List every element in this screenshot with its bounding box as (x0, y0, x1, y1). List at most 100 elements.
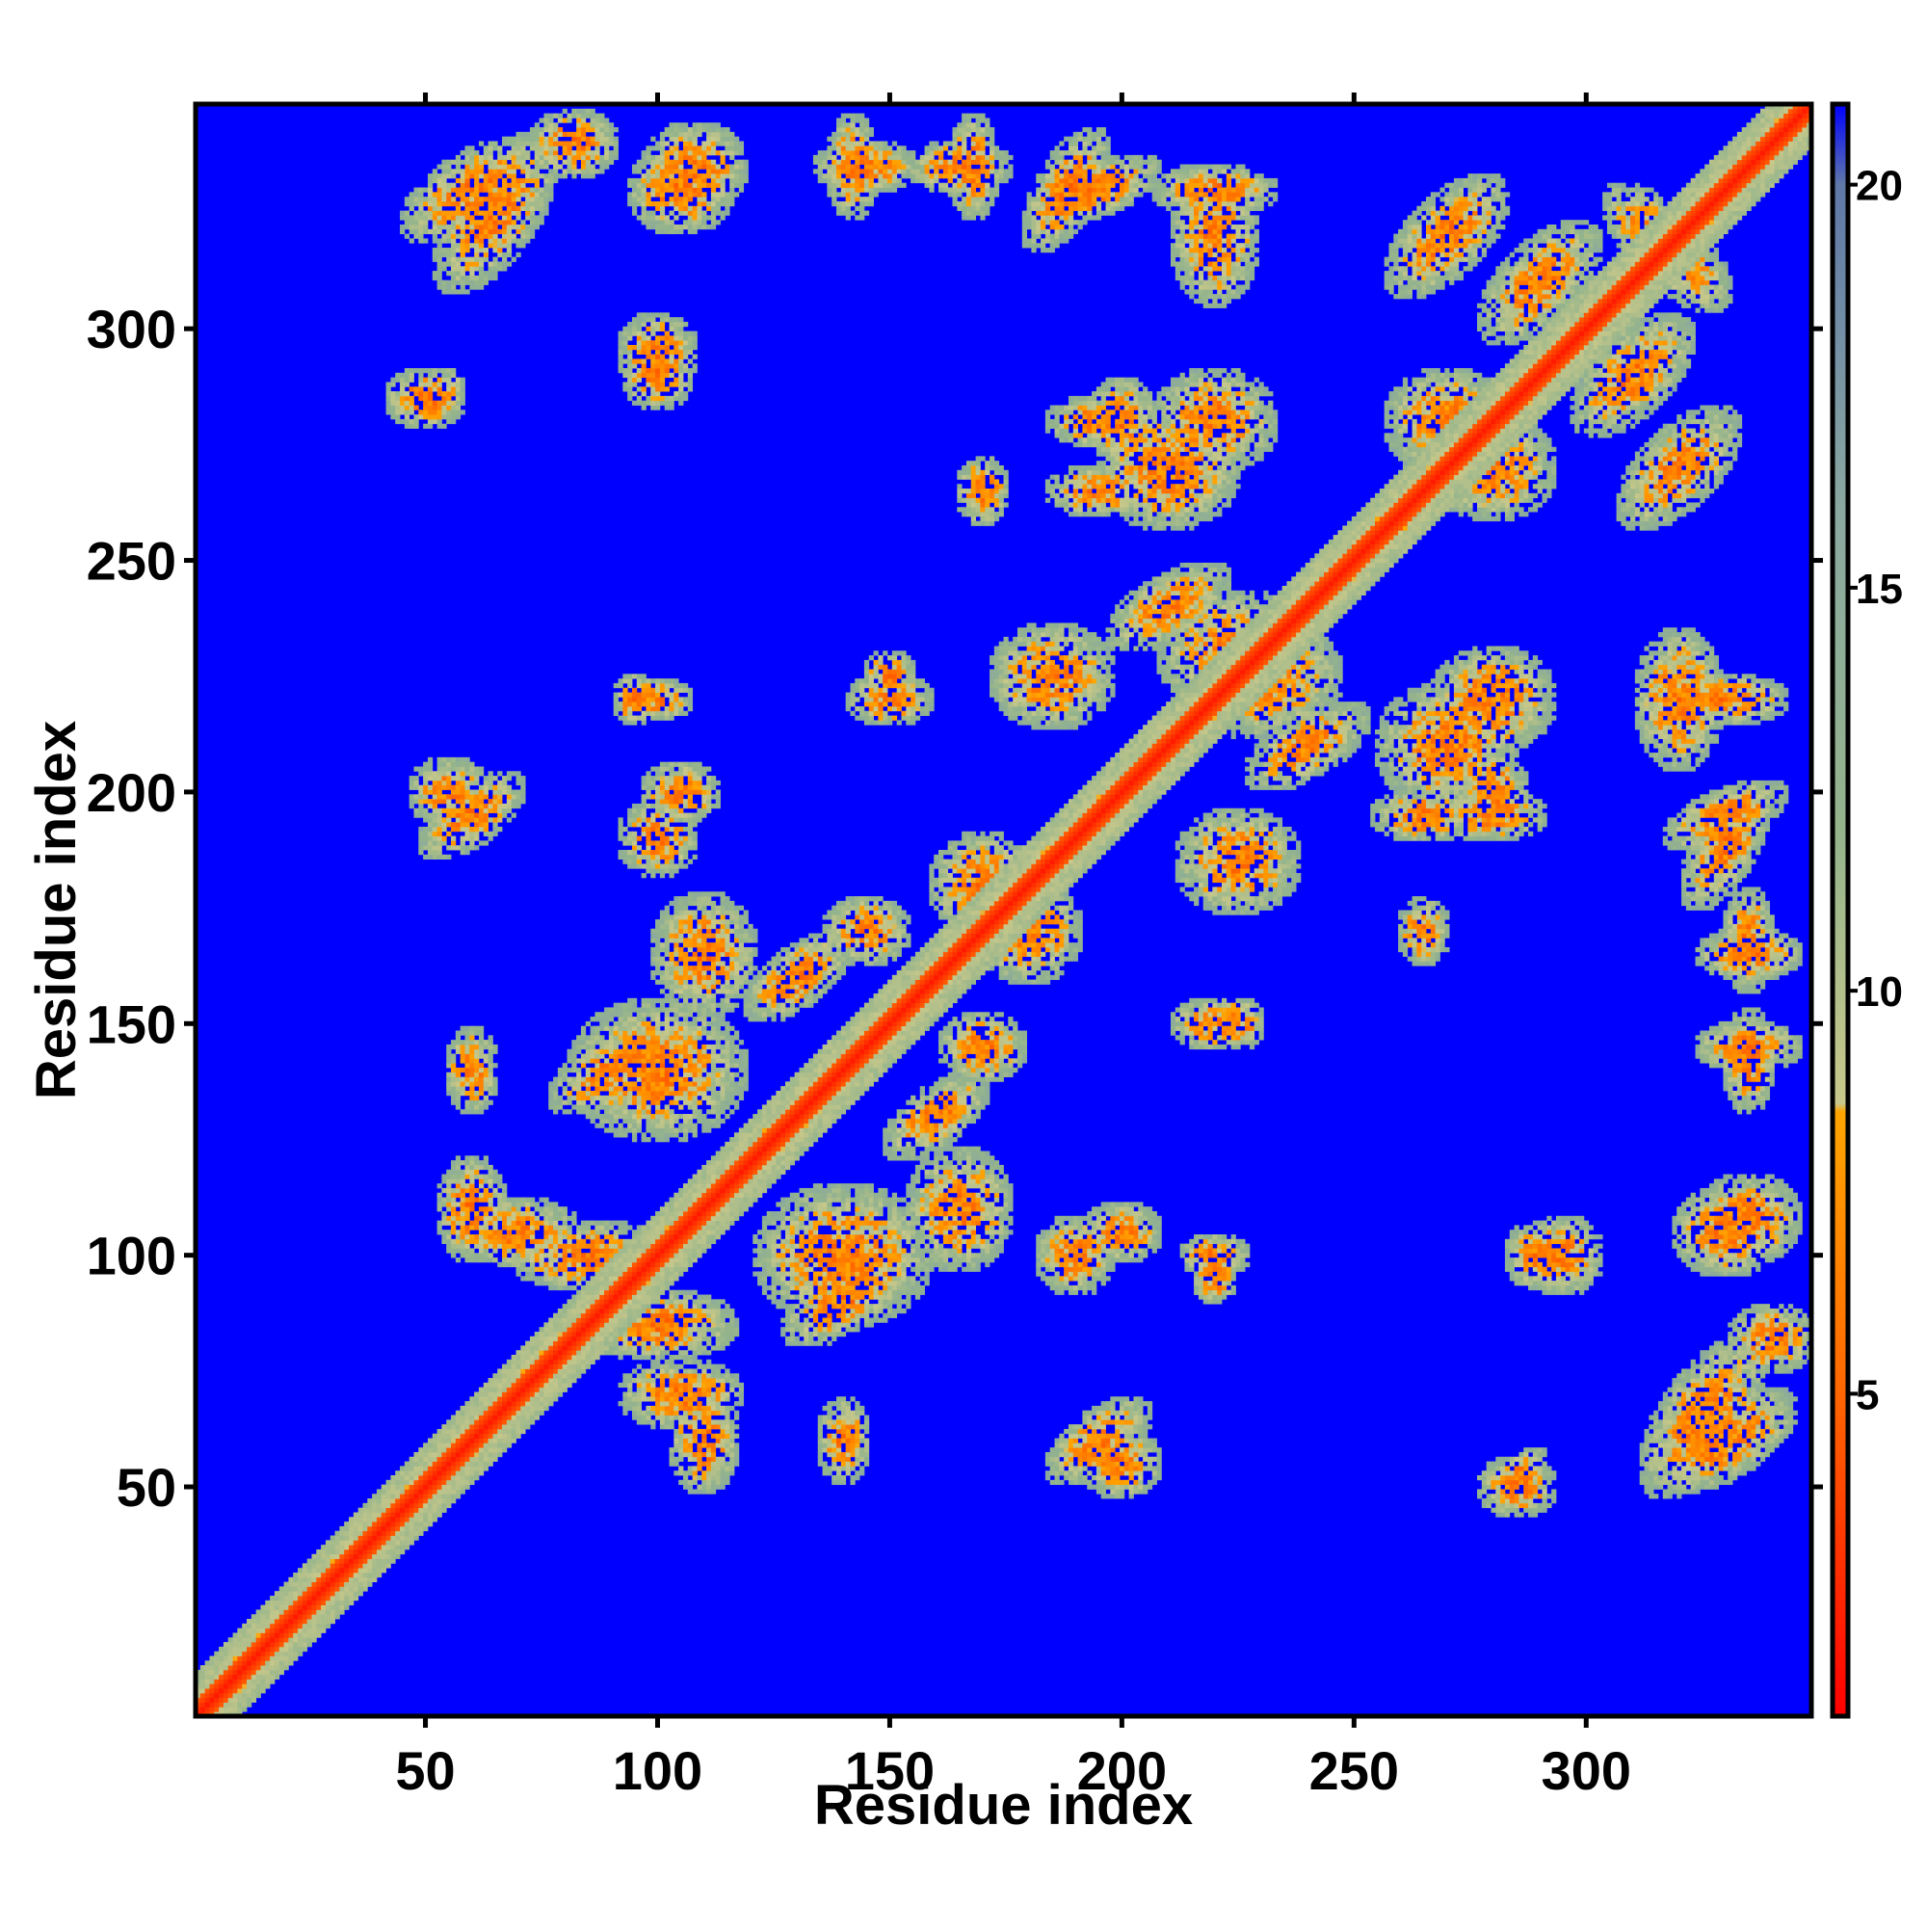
heatmap-cell (464, 817, 470, 823)
heatmap-cell (515, 215, 521, 221)
heatmap-cell (488, 1086, 493, 1092)
heatmap-cell (464, 1035, 470, 1041)
heatmap-cell (497, 817, 503, 823)
heatmap-cell (455, 391, 462, 397)
heatmap-cell (455, 771, 462, 777)
heatmap-cell (427, 1442, 434, 1448)
heatmap-cell (534, 141, 540, 146)
heatmap-cell (618, 831, 623, 836)
heatmap-cell (451, 256, 457, 262)
heatmap-cell (497, 1387, 503, 1392)
heatmap-cell (274, 1669, 280, 1676)
heatmap-cell (483, 1230, 488, 1235)
heatmap-cell (613, 1230, 619, 1235)
heatmap-cell (622, 1012, 628, 1018)
heatmap-cell (608, 1035, 615, 1041)
heatmap-cell (492, 1192, 498, 1198)
heatmap-cell (413, 1475, 419, 1481)
heatmap-cell (469, 1419, 475, 1425)
heatmap-cell (214, 1679, 220, 1684)
heatmap-cell (590, 1322, 595, 1328)
heatmap-cell (214, 1669, 220, 1676)
heatmap-cell (455, 279, 462, 285)
heatmap-cell (441, 177, 447, 184)
heatmap-cell (223, 1707, 229, 1712)
heatmap-cell (567, 1331, 572, 1337)
heatmap-cell (483, 1225, 488, 1231)
heatmap-cell (515, 1215, 521, 1221)
heatmap-cell (306, 1568, 312, 1574)
heatmap-cell (432, 173, 437, 179)
heatmap-cell (455, 1220, 462, 1226)
heatmap-cell (636, 1225, 643, 1231)
heatmap-cell (478, 256, 485, 262)
heatmap-cell (631, 854, 638, 860)
heatmap-cell (367, 1525, 373, 1532)
heatmap-cell (483, 1187, 488, 1194)
heatmap-cell (608, 1090, 615, 1097)
heatmap-cell (557, 1225, 564, 1231)
heatmap-cell (502, 1192, 508, 1198)
heatmap-cell (409, 1479, 414, 1486)
heatmap-cell (478, 238, 485, 244)
heatmap-cell (543, 122, 549, 128)
heatmap-cell (631, 187, 638, 193)
heatmap-cell (464, 177, 470, 184)
heatmap-cell (590, 118, 595, 123)
heatmap-cell (604, 1266, 610, 1272)
heatmap-cell (506, 789, 513, 795)
heatmap-cell (339, 1596, 345, 1601)
heatmap-cell (474, 1401, 480, 1407)
heatmap-cell (432, 822, 437, 828)
heatmap-cell (451, 1484, 457, 1490)
heatmap-cell (655, 312, 661, 318)
heatmap-cell (604, 1040, 610, 1045)
heatmap-cell (418, 200, 424, 207)
heatmap-cell (576, 1368, 582, 1374)
heatmap-cell (302, 1637, 308, 1643)
heatmap-cell (488, 146, 493, 151)
heatmap-cell (492, 1169, 498, 1175)
heatmap-cell (650, 1086, 656, 1092)
heatmap-cell (436, 1494, 442, 1499)
heatmap-cell (525, 131, 531, 138)
heatmap-cell (590, 1230, 595, 1235)
heatmap-cell (334, 1609, 340, 1615)
heatmap-cell (655, 859, 661, 864)
heatmap-cell (515, 1378, 521, 1384)
heatmap-cell (478, 224, 485, 230)
heatmap-cell (390, 1535, 396, 1541)
heatmap-cell (502, 1401, 508, 1407)
heatmap-cell (627, 1067, 633, 1073)
heatmap-cell (451, 1040, 457, 1045)
heatmap-cell (631, 1294, 638, 1300)
heatmap-cell (548, 1230, 554, 1235)
heatmap-cell (469, 835, 475, 841)
heatmap-cell (585, 1225, 592, 1231)
heatmap-cell (219, 1688, 224, 1694)
heatmap-cell (534, 169, 540, 174)
heatmap-cell (427, 776, 434, 781)
heatmap-cell (441, 248, 447, 253)
heatmap-cell (497, 228, 503, 235)
heatmap-cell (488, 1206, 493, 1212)
heatmap-cell (474, 1238, 480, 1245)
heatmap-cell (330, 1572, 335, 1578)
heatmap-cell (585, 1044, 592, 1050)
heatmap-cell (529, 187, 536, 193)
heatmap-cell (650, 1243, 656, 1249)
heatmap-cell (655, 1099, 661, 1105)
heatmap-cell (655, 405, 661, 410)
heatmap-cell (655, 1076, 661, 1082)
heatmap-cell (469, 812, 475, 818)
heatmap-cell (474, 1174, 480, 1179)
heatmap-cell (576, 1289, 582, 1295)
heatmap-cell (576, 1104, 582, 1110)
heatmap-cell (525, 1271, 531, 1277)
heatmap-cell (441, 400, 447, 406)
heatmap-cell (636, 1284, 643, 1291)
heatmap-cell (520, 1345, 526, 1351)
heatmap-cell (451, 1494, 457, 1499)
heatmap-cell (511, 210, 516, 216)
heatmap-cell (529, 1266, 536, 1272)
